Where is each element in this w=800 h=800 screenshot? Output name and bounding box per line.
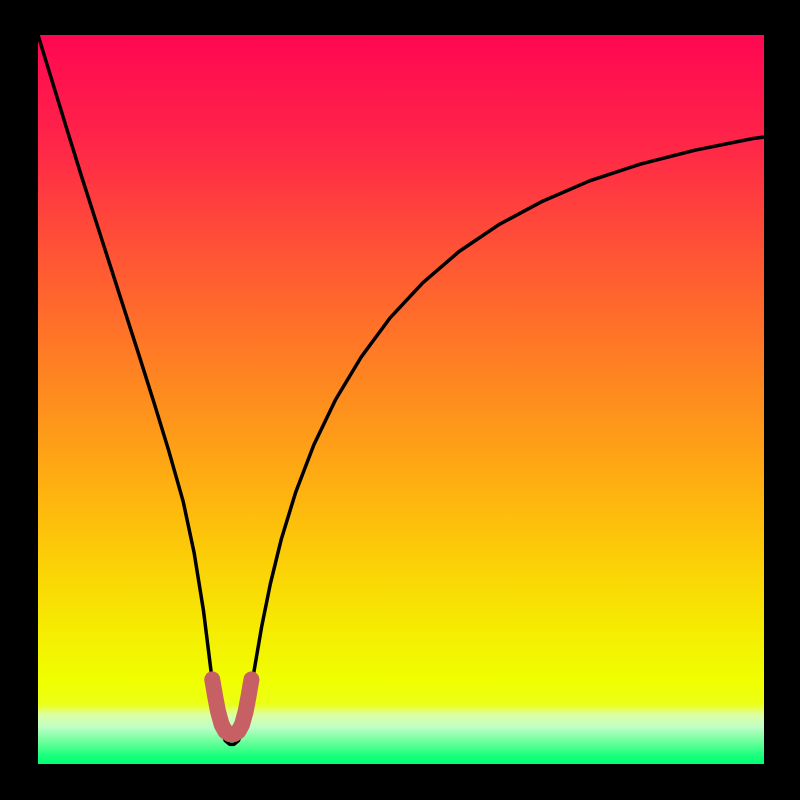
chart-frame bbox=[0, 0, 800, 800]
chart-container: { "meta": { "watermark_text": "TheBottle… bbox=[0, 0, 800, 800]
